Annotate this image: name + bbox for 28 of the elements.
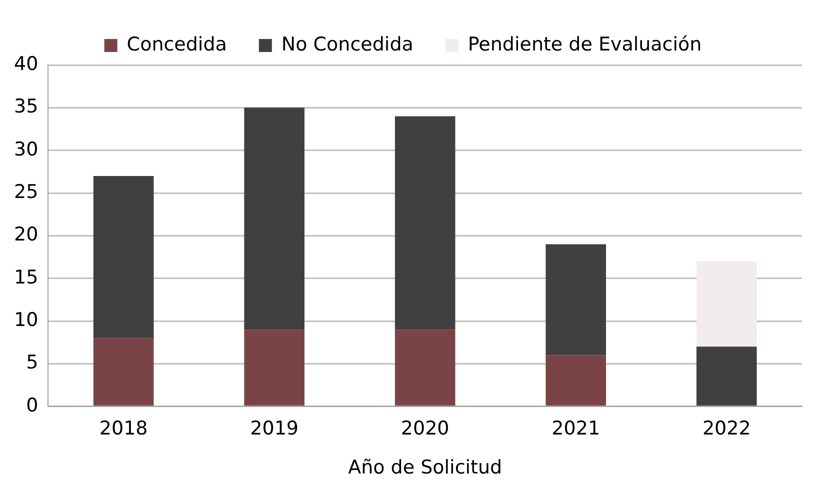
legend-label: No Concedida	[281, 33, 414, 56]
x-tick-label: 2019	[250, 418, 299, 440]
y-tick-label: 5	[26, 352, 38, 374]
bar	[696, 346, 757, 406]
bar	[546, 244, 606, 356]
legend-label: Pendiente de Evaluación	[468, 33, 702, 56]
bar	[244, 108, 304, 330]
y-tick-label: 35	[14, 96, 38, 118]
y-tick-label: 25	[14, 180, 38, 203]
bar	[93, 338, 154, 406]
y-tick-label: 0	[26, 394, 38, 416]
legend-label: Concedida	[126, 33, 227, 56]
y-tick-label: 15	[14, 266, 38, 288]
bar	[394, 330, 456, 406]
bar	[93, 176, 154, 338]
y-tick-label: 10	[14, 308, 38, 331]
x-tick-label: 2020	[400, 418, 450, 440]
x-axis-title: Año de Solicitud	[348, 456, 502, 479]
bar	[546, 355, 606, 406]
y-tick-label: 30	[14, 138, 38, 160]
bar	[696, 261, 757, 347]
x-tick-label: 2022	[702, 418, 751, 440]
y-tick-label: 20	[14, 224, 38, 246]
x-tick-label: 2021	[552, 418, 600, 440]
x-tick-label: 2018	[99, 418, 148, 440]
y-tick-label: 40	[14, 52, 38, 75]
bar	[244, 330, 304, 406]
bar	[394, 116, 456, 330]
